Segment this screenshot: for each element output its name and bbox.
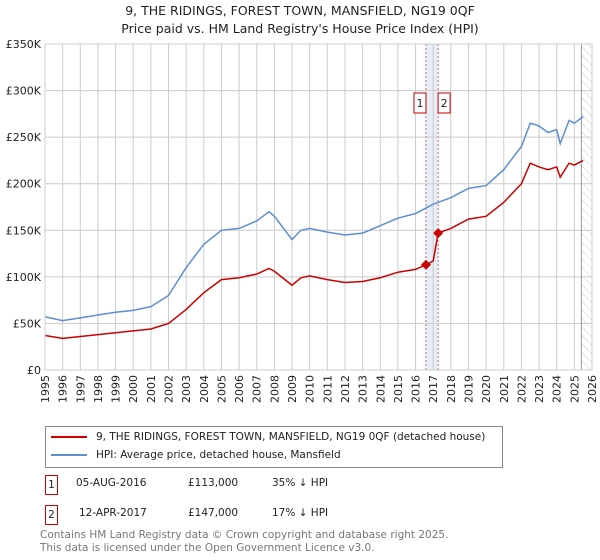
x-tick-label: 1998: [92, 375, 105, 403]
sale-label-box: [413, 92, 427, 114]
sale-period-band: [425, 44, 439, 370]
x-tick-label: 2007: [251, 375, 264, 403]
y-tick-label: £200K: [6, 178, 42, 191]
x-tick-label: 2012: [339, 375, 352, 403]
x-tick-label: 2013: [357, 375, 370, 403]
x-tick-label: 1995: [39, 375, 52, 403]
x-tick-label: 2006: [233, 375, 246, 403]
x-tick-label: 2019: [462, 375, 475, 403]
sale-label-box: [437, 92, 451, 114]
price: £113,000: [188, 477, 239, 489]
x-tick-label: 2026: [586, 375, 599, 403]
x-tick-label: 2005: [215, 375, 228, 403]
x-tick-label: 2009: [286, 375, 299, 403]
x-tick-label: 2023: [533, 375, 546, 403]
x-tick-label: 2018: [445, 375, 458, 403]
x-tick-label: 2015: [392, 375, 405, 403]
footer-line: Contains HM Land Registry data © Crown c…: [40, 529, 449, 541]
y-tick-label: £250K: [6, 131, 42, 144]
x-tick-label: 2010: [304, 375, 317, 403]
hpi-diff: 17% ↓ HPI: [272, 507, 329, 519]
sale-point: [420, 259, 431, 270]
x-tick-label: 2001: [145, 375, 158, 403]
x-tick-label: 2002: [163, 375, 176, 403]
x-tick-label: 2011: [321, 375, 334, 403]
x-tick-label: 2003: [180, 375, 193, 403]
price-chart: 1995 1996 1997 1998 1999 2000 2001 2002 2003 2004…: [6, 38, 599, 403]
x-tick-label: 2008: [268, 375, 281, 403]
sale-label: 1: [416, 97, 423, 110]
y-tick-label: £100K: [6, 271, 42, 284]
hpi-line: [44, 116, 584, 322]
footer: Contains HM Land Registry data © Crown c…: [40, 529, 448, 555]
x-tick-label: 2024: [551, 375, 564, 403]
x-tick-label: 2014: [374, 375, 387, 403]
date: 05-AUG-2016: [76, 477, 147, 489]
sale-point: [433, 228, 444, 239]
legend: 9, THE RIDINGS, FOREST TOWN, MANSFIELD, …: [45, 426, 503, 468]
chart-subtitle: Price paid vs. HM Land Registry's House …: [121, 21, 479, 36]
price: £147,000: [188, 507, 239, 519]
chart-title: 9, THE RIDINGS, FOREST TOWN, MANSFIELD, …: [125, 3, 475, 18]
x-tick-label: 2017: [427, 375, 440, 403]
y-tick-label: £150K: [6, 224, 42, 237]
legend-property: 9, THE RIDINGS, FOREST TOWN, MANSFIELD, …: [96, 431, 486, 443]
x-tick-label: 1997: [74, 375, 87, 403]
y-tick-label: £0: [27, 364, 41, 377]
y-tick-label: £350K: [6, 38, 42, 51]
blue-line-swatch: [51, 454, 87, 456]
x-tick-label: 2020: [480, 375, 493, 403]
x-tick-label: 2022: [515, 375, 528, 403]
x-tick-label: 2004: [198, 375, 211, 403]
legend-hpi: HPI: Average price, detached house, Mans…: [96, 449, 341, 461]
red-line-swatch: [51, 436, 87, 438]
marker-badge: 1: [45, 475, 58, 495]
x-tick-label: 2016: [410, 375, 423, 403]
y-tick-label: £300K: [6, 85, 42, 98]
x-tick-label: 2000: [127, 375, 140, 403]
date: 12-APR-2017: [79, 507, 147, 519]
x-tick-label: 1999: [110, 375, 123, 403]
projection-hatch: [581, 44, 592, 370]
plot-frame: [44, 43, 593, 371]
hpi-diff: 35% ↓ HPI: [272, 477, 329, 489]
x-tick-label: 1996: [57, 375, 70, 403]
y-tick-label: £50K: [13, 317, 42, 330]
x-tick-label: 2025: [568, 375, 581, 403]
footer-line: This data is licensed under the Open Gov…: [40, 542, 375, 554]
property-price-line: [44, 159, 584, 340]
x-tick-label: 2021: [498, 375, 511, 403]
marker-badge: 2: [45, 505, 58, 525]
sale-label: 2: [441, 97, 448, 110]
